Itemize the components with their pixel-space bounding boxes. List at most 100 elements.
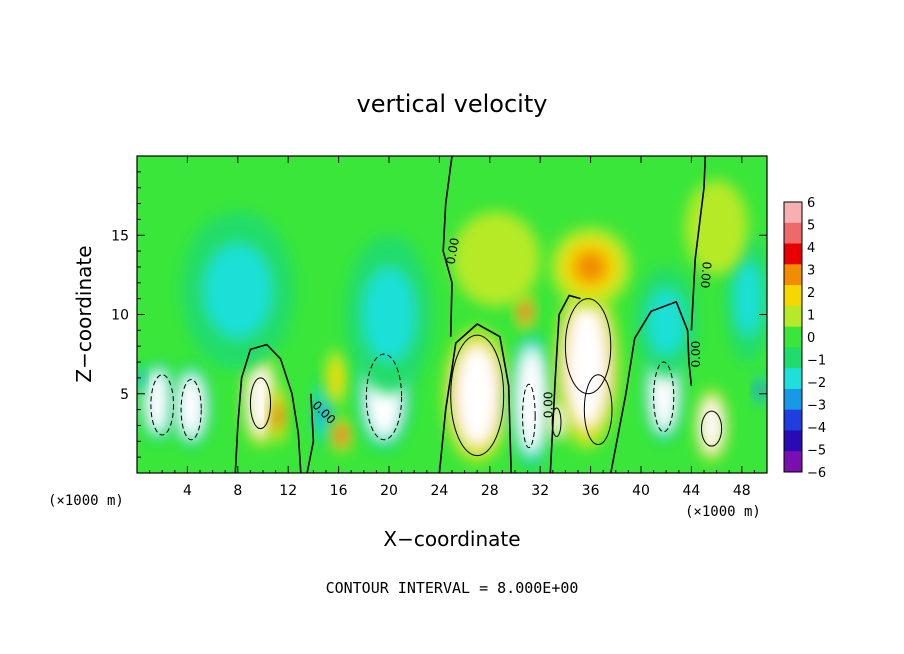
- field-band: [204, 244, 271, 337]
- field-cell: [269, 387, 287, 445]
- x-unit-right: (×1000 m): [685, 504, 761, 520]
- contour-label: 0.00: [444, 237, 462, 266]
- colorbar-swatch: [784, 222, 802, 245]
- field-band: [757, 386, 762, 395]
- contour-interval-note: CONTOUR INTERVAL = 8.000E+00: [326, 579, 579, 597]
- y-tick-label: 5: [120, 387, 129, 403]
- x-tick-label: 44: [682, 483, 700, 499]
- colorbar-label: 2: [807, 286, 815, 301]
- positive-contour: [551, 407, 562, 438]
- x-tick-label: 48: [733, 483, 751, 499]
- y-axis-label: Z−coordinate: [72, 245, 96, 382]
- colorbar-label: 0: [807, 331, 815, 346]
- colorbar-label: −2: [807, 376, 826, 391]
- field-core: [566, 304, 608, 426]
- colorbar-label: −4: [807, 421, 826, 436]
- field-cell: [725, 235, 767, 363]
- field-cell: [554, 281, 620, 450]
- field-cell: [753, 374, 766, 407]
- colorbar-swatch: [784, 388, 802, 411]
- field-band: [734, 261, 762, 336]
- field-band: [329, 361, 343, 395]
- colorbar-swatch: [784, 409, 802, 431]
- field-core: [517, 348, 546, 452]
- field-cell: [443, 327, 512, 464]
- colorbar-label: −5: [807, 444, 826, 459]
- zero-contour: [442, 156, 453, 337]
- colorbar-swatch: [784, 305, 802, 328]
- colorbar-swatch: [784, 347, 802, 369]
- colorbar-label: 1: [807, 309, 815, 324]
- colorbar-swatch: [784, 326, 802, 348]
- field-cell: [329, 417, 353, 453]
- colorbar-swatch: [784, 451, 802, 473]
- field-band: [318, 398, 329, 428]
- colorbar-swatch: [784, 264, 802, 286]
- x-tick-label: 20: [380, 483, 398, 499]
- x-unit-left: (×1000 m): [48, 493, 124, 509]
- field-cell: [452, 211, 541, 307]
- x-tick-label: 4: [183, 483, 192, 499]
- field-cell: [181, 211, 295, 370]
- positive-contour: [583, 374, 613, 445]
- colorbar-swatch: [784, 285, 802, 307]
- positive-contour: [249, 377, 272, 430]
- x-axis-label: X−coordinate: [383, 527, 520, 551]
- x-tick-label: 40: [632, 483, 650, 499]
- colorbar-swatch: [784, 368, 802, 390]
- colorbar-label: −6: [807, 466, 826, 481]
- zero-contour: [234, 343, 302, 473]
- zero-contour: [690, 156, 707, 331]
- contour-label: 0.00: [698, 261, 714, 289]
- field-cell: [515, 292, 536, 331]
- zero-contour: [438, 323, 512, 473]
- positive-contour: [564, 298, 612, 395]
- colorbar-label: 3: [807, 264, 815, 279]
- field-cell: [139, 360, 178, 443]
- field-cell: [685, 179, 749, 275]
- colorbar-frame: [783, 201, 803, 473]
- field-band: [573, 250, 608, 284]
- negative-contour: [180, 378, 202, 441]
- field-core: [146, 372, 171, 432]
- colorbar-swatch: [784, 202, 802, 224]
- zero-contour: [549, 294, 581, 473]
- y-tick-label: 10: [111, 308, 129, 324]
- colorbar-swatch: [784, 243, 802, 265]
- x-tick-label: 32: [531, 483, 549, 499]
- field-cell: [171, 363, 212, 450]
- contour-lines: [150, 156, 723, 473]
- velocity-field: [137, 179, 767, 472]
- negative-contour: [150, 374, 175, 436]
- field-band: [647, 290, 685, 355]
- x-tick-label: 28: [481, 483, 499, 499]
- colorbar-swatch: [784, 430, 802, 452]
- chart-title: vertical velocity: [357, 90, 548, 118]
- colorbar-label: 6: [807, 196, 815, 211]
- field-core: [249, 365, 272, 435]
- contour-label: 0.00: [542, 391, 556, 418]
- x-tick-label: 16: [330, 483, 348, 499]
- y-axis: 5 10 15: [111, 171, 767, 458]
- zero-contour: [306, 393, 315, 473]
- field-cell: [344, 235, 434, 394]
- field-band: [338, 430, 345, 440]
- zero-contour: [610, 300, 693, 473]
- field-cell: [634, 266, 698, 378]
- field-cell: [137, 365, 146, 391]
- field-band: [522, 306, 528, 317]
- field-cell: [695, 388, 728, 462]
- field-core: [178, 375, 204, 438]
- positive-contour: [450, 334, 505, 457]
- field-band: [275, 406, 281, 426]
- field-band: [452, 211, 541, 307]
- field-band: [363, 268, 415, 361]
- negative-contour: [653, 361, 675, 433]
- positive-contour: [700, 410, 723, 447]
- colorbar-label: 5: [807, 219, 815, 234]
- contour-label: 0.00: [689, 341, 703, 368]
- plot-area: [137, 156, 767, 473]
- negative-contour: [522, 383, 536, 449]
- field-core: [701, 399, 722, 452]
